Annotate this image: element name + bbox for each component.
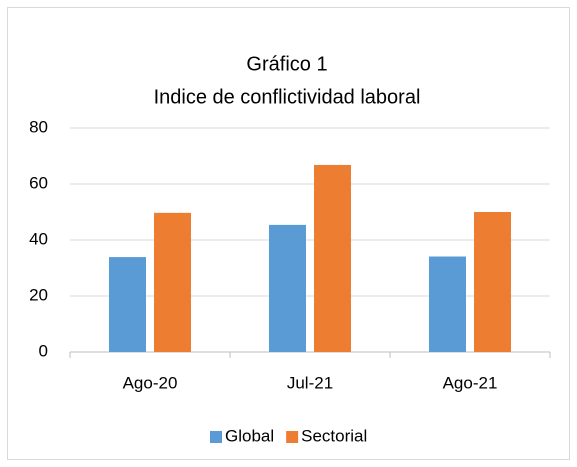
legend-label: Sectorial — [301, 426, 367, 445]
chart-subtitle: Indice de conflictividad laboral — [154, 86, 421, 108]
bar — [269, 224, 306, 352]
legend-swatch — [210, 431, 222, 443]
bar — [154, 212, 191, 352]
x-tick-label: Jul-21 — [287, 373, 333, 392]
y-tick-label: 20 — [29, 285, 48, 304]
legend-label: Global — [225, 426, 274, 445]
y-tick-label: 80 — [29, 117, 48, 136]
x-tick-label: Ago-21 — [443, 373, 498, 392]
bar — [314, 164, 351, 352]
y-tick-label: 60 — [29, 173, 48, 192]
y-tick-label: 0 — [39, 341, 48, 360]
x-tick-label: Ago-20 — [123, 373, 178, 392]
chart-title: Gráfico 1 — [246, 53, 327, 75]
bar — [474, 212, 511, 352]
legend-swatch — [286, 431, 299, 443]
bar — [429, 256, 466, 352]
bar — [109, 257, 146, 352]
y-tick-label: 40 — [29, 229, 48, 248]
